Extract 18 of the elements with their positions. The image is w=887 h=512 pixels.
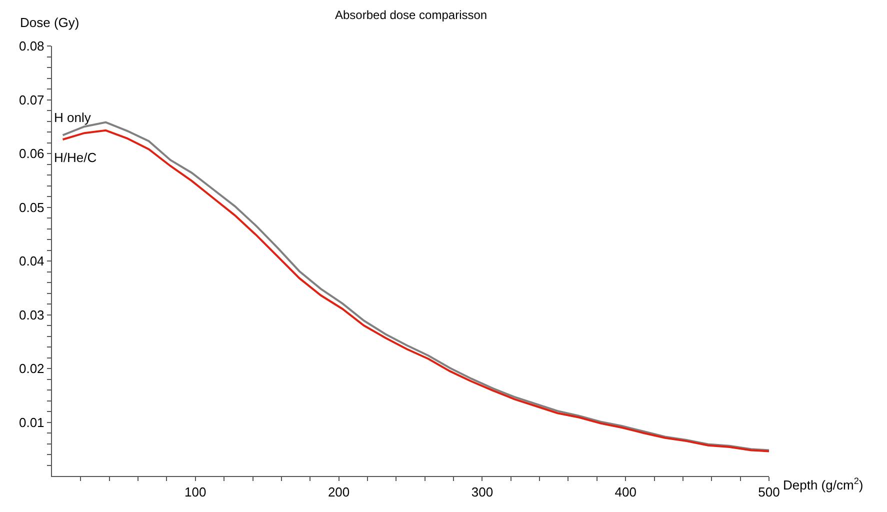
y-tick-label: 0.05 <box>18 200 44 215</box>
x-tick-label: 300 <box>471 484 494 500</box>
y-tick-label: 0.08 <box>18 38 44 54</box>
y-tick-label: 0.07 <box>18 92 44 108</box>
chart-title: Absorbed dose comparisson <box>335 8 488 22</box>
x-tick-label: 400 <box>614 484 636 500</box>
x-tick-label: 200 <box>328 484 350 500</box>
y-tick-label: 0.06 <box>18 146 44 162</box>
series-label: H only <box>54 110 92 125</box>
x-axis-title: Depth (g/cm$^{2}$) <box>783 476 864 492</box>
y-tick-label: 0.02 <box>18 361 44 376</box>
y-tick-label: 0.03 <box>18 307 44 322</box>
series-label: H/He/C <box>54 150 97 165</box>
x-tick-label: 100 <box>184 484 206 500</box>
y-tick-label: 0.04 <box>18 254 44 269</box>
y-tick-label: 0.01 <box>18 414 44 430</box>
x-tick-label: 500 <box>758 484 780 500</box>
y-axis-title: Dose (Gy) <box>20 15 80 30</box>
